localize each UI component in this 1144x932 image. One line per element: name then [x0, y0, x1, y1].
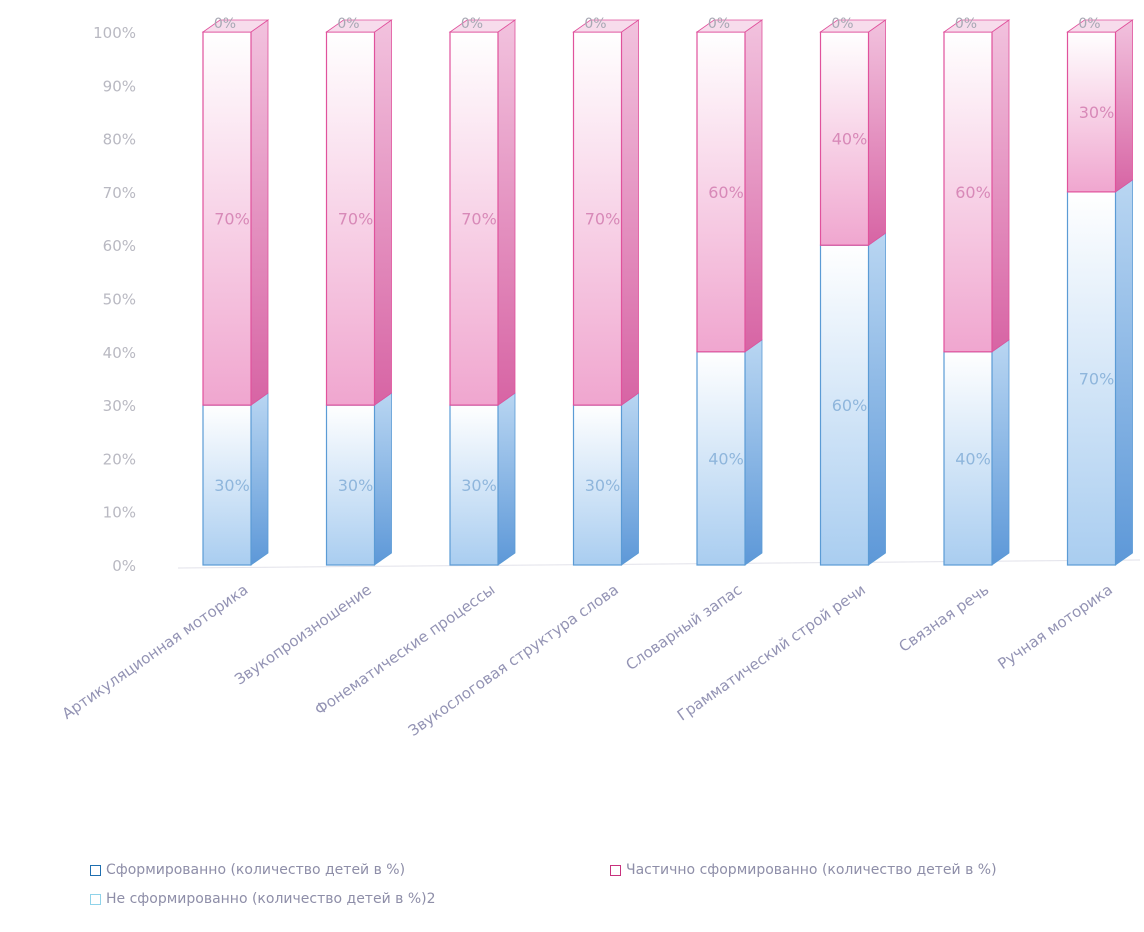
- bar-partial: [572, 31, 623, 406]
- bar-top-face: [695, 19, 764, 33]
- bar-top-face: [572, 19, 640, 33]
- y-tick-label: 0%: [112, 557, 136, 575]
- data-label-partial: 40%: [832, 130, 868, 149]
- legend-swatch-not-formed: [90, 893, 101, 905]
- bar-side-formed: [374, 392, 392, 566]
- data-label-not-formed: 0%: [461, 16, 483, 32]
- bar-top-face: [201, 19, 270, 33]
- bar-partial: [696, 31, 746, 353]
- data-label-formed: 30%: [338, 476, 374, 495]
- data-label-formed: 40%: [955, 449, 991, 468]
- bar-side-partial: [374, 19, 392, 406]
- data-label-not-formed: 0%: [708, 16, 730, 32]
- bar-top-face: [1066, 19, 1134, 33]
- bar-side-partial: [1115, 19, 1133, 193]
- y-tick-label: 20%: [103, 450, 136, 468]
- legend-item-partial: Частично сформированно (количество детей…: [610, 862, 997, 878]
- x-tick-label: Артикуляционная моторика: [59, 581, 252, 723]
- data-label-partial: 70%: [338, 210, 374, 229]
- stacked-bar-chart: 0% 10% 20% 30% 40% 50% 60% 70% 80% 90% 100% 30% 70%…: [59, 16, 1141, 740]
- bar-side-partial: [744, 19, 763, 353]
- bar-formed: [202, 404, 252, 566]
- bar-formed: [696, 351, 746, 566]
- data-label-partial: 60%: [955, 183, 991, 202]
- bar-side-partial: [497, 19, 516, 406]
- x-tick-label: Словарный запас: [622, 581, 745, 675]
- legend-swatch-formed: [90, 864, 101, 876]
- data-label-formed: 30%: [585, 476, 621, 495]
- legend-label-partial: Частично сформированно (количество детей…: [626, 862, 997, 878]
- bar-formed: [819, 244, 870, 566]
- bar-partial: [819, 31, 870, 246]
- data-label-not-formed: 0%: [214, 16, 236, 32]
- bar-top-face: [325, 19, 393, 33]
- y-tick-label: 50%: [103, 291, 136, 309]
- bar-side-formed: [621, 392, 639, 566]
- y-tick-label: 60%: [103, 237, 136, 255]
- bar-side-partial: [991, 19, 1010, 353]
- bar-top-face: [448, 19, 517, 33]
- bar-formed: [449, 404, 499, 566]
- y-tick-label: 80%: [103, 131, 136, 149]
- x-tick-label: Связная речь: [895, 581, 992, 656]
- legend-item-formed: Сформированно (количество детей в %): [90, 862, 405, 878]
- bar-side-partial: [250, 19, 269, 406]
- bar-partial: [943, 31, 993, 353]
- data-label-not-formed: 0%: [1078, 16, 1100, 32]
- bar-formed: [325, 404, 376, 566]
- bar-partial: [202, 31, 252, 406]
- legend-item-not-formed: Не сформированно (количество детей в %)2: [90, 891, 436, 907]
- legend-label-formed: Сформированно (количество детей в %): [106, 862, 406, 878]
- data-label-formed: 30%: [461, 476, 497, 495]
- data-label-not-formed: 0%: [831, 16, 853, 32]
- bar-side-formed: [868, 232, 886, 566]
- data-label-not-formed: 0%: [955, 16, 977, 32]
- bar-partial: [449, 31, 499, 406]
- bars: [201, 19, 1134, 566]
- x-tick-label: Звукослоговая структура слова: [405, 581, 622, 740]
- data-label-formed: 70%: [1079, 369, 1115, 388]
- legend-swatch-partial: [610, 864, 621, 876]
- y-tick-label: 40%: [103, 344, 136, 362]
- y-tick-label: 10%: [103, 504, 136, 522]
- y-tick-label: 70%: [103, 184, 136, 202]
- data-label-partial: 70%: [585, 210, 621, 229]
- bar-side-partial: [621, 19, 639, 406]
- y-axis: 0% 10% 20% 30% 40% 50% 60% 70% 80% 90% 100%: [93, 24, 1141, 575]
- data-label-partial: 70%: [214, 210, 250, 229]
- data-label-partial: 30%: [1079, 103, 1115, 122]
- bar-side-formed: [250, 392, 269, 566]
- bar-top-face: [819, 19, 887, 33]
- y-tick-label: 30%: [103, 397, 136, 415]
- data-label-not-formed: 0%: [337, 16, 359, 32]
- x-tick-label: Ручная моторика: [994, 581, 1115, 673]
- data-label-formed: 30%: [214, 476, 250, 495]
- y-tick-label: 100%: [93, 24, 136, 42]
- data-label-partial: 60%: [708, 183, 744, 202]
- bar-side-formed: [744, 339, 763, 566]
- bar-side-formed: [991, 339, 1010, 566]
- data-label-formed: 60%: [832, 396, 868, 415]
- data-label-partial: 70%: [461, 210, 497, 229]
- bar-top-face: [942, 19, 1011, 33]
- x-axis: Артикуляционная моторикаЗвукопроизношени…: [59, 581, 1116, 740]
- bar-side-formed: [1115, 179, 1133, 566]
- bar-formed: [943, 351, 993, 566]
- bar-side-partial: [868, 19, 886, 246]
- legend-label-not-formed: Не сформированно (количество детей в %)2: [106, 891, 436, 907]
- bar-partial: [325, 31, 376, 406]
- y-tick-label: 90%: [103, 77, 136, 95]
- data-labels: 30% 70% 0% 30% 70% 0% 30% 70% 0% 30% 70% 0% 40% 60% 0%…: [214, 16, 1114, 495]
- data-label-not-formed: 0%: [584, 16, 606, 32]
- data-label-formed: 40%: [708, 449, 744, 468]
- x-tick-label: Звукопроизношение: [231, 581, 374, 689]
- bar-formed: [572, 404, 623, 566]
- bar-side-formed: [497, 392, 516, 566]
